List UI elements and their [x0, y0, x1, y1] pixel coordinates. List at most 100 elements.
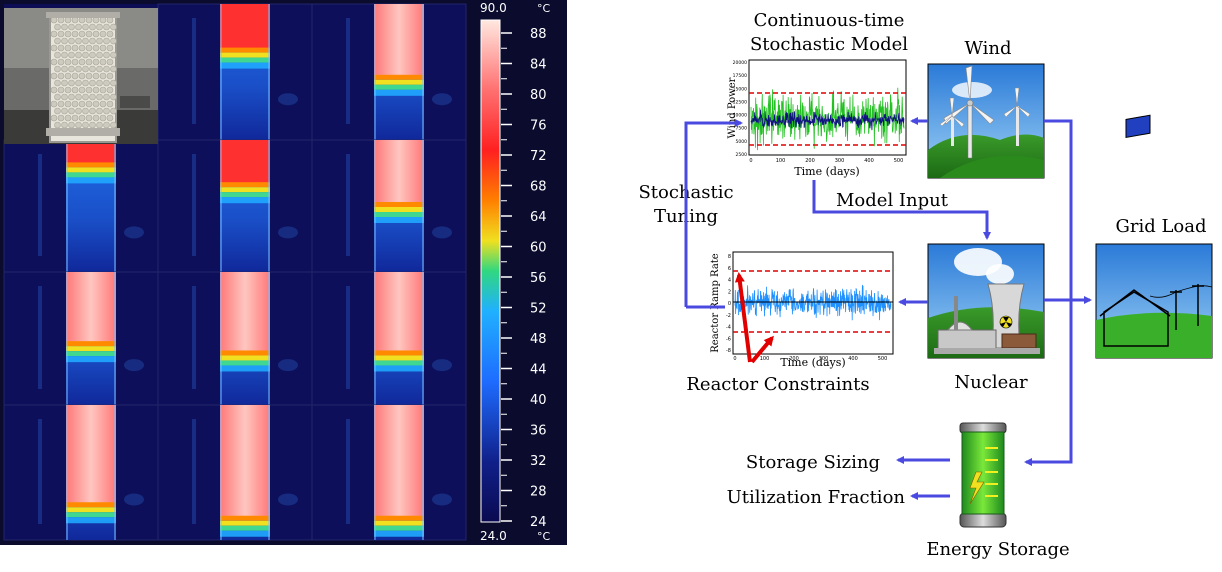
- scale-tick-label: 40: [530, 393, 547, 408]
- scale-min-label: 24.0: [480, 529, 507, 543]
- constraint-arrow-lower: [750, 335, 774, 364]
- ramp-ytick-label: 2: [728, 289, 731, 295]
- wind-ylabel: Wind Power: [727, 77, 738, 138]
- model-title-line1: Continuous-time: [754, 10, 905, 31]
- thermal-cell: [311, 271, 467, 406]
- wind-ytick-label: 5000: [736, 139, 748, 145]
- storage-sizing-label: Storage Sizing: [746, 452, 880, 473]
- scale-tick-label: 44: [530, 363, 547, 378]
- wind-ytick-label: 17500: [733, 73, 747, 79]
- wind-label: Wind: [964, 38, 1011, 59]
- ramp-ytick-label: -6: [726, 336, 731, 342]
- thermal-cell: [157, 3, 313, 141]
- wind-ytick-label: 12500: [733, 99, 747, 105]
- wind-xtick-label: 0: [749, 158, 752, 164]
- scale-tick-label: 84: [530, 58, 547, 73]
- ramp-xtick-label: 0: [733, 356, 736, 362]
- wind-xtick-label: 300: [835, 158, 845, 164]
- energy-storage-label: Energy Storage: [926, 539, 1069, 560]
- constraint-arrows: [734, 272, 774, 364]
- scale-tick-label: 56: [530, 271, 547, 286]
- thermal-cell: [3, 271, 159, 406]
- scale-tick-label: 36: [530, 424, 547, 439]
- wind-xtick-label: 500: [894, 158, 904, 164]
- reactor-photo: [4, 8, 158, 144]
- thermal-cell: [311, 139, 467, 273]
- flow-arrows: [684, 117, 1092, 500]
- ramp-xtick-label: 400: [848, 356, 858, 362]
- ramp-xtick-label: 300: [819, 356, 829, 362]
- ramp-ytick-label: -8: [726, 348, 731, 354]
- ramp-ytick-label: 0: [728, 301, 731, 307]
- wind-series-green: [750, 87, 905, 151]
- wind-ytick-label: 15000: [733, 86, 747, 92]
- ramp-xlabel: Time (days): [780, 356, 845, 369]
- ramp-ytick-label: 6: [728, 266, 731, 272]
- scale-tick-label: 32: [530, 454, 547, 469]
- ramp-ylabel: Reactor Ramp Rate: [710, 253, 721, 353]
- wind-ytick-label: 2500: [736, 152, 748, 158]
- ramp-xtick-label: 100: [760, 356, 770, 362]
- scale-tick-label: 28: [530, 485, 547, 500]
- ramp-ytick-label: 4: [728, 278, 731, 284]
- nuclear-label: Nuclear: [954, 372, 1028, 393]
- turbine-small-right: [1003, 87, 1031, 146]
- thermal-cell: [311, 404, 467, 541]
- wind-ytick-label: 20000: [733, 60, 747, 66]
- scale-tick-label: 52: [530, 302, 547, 317]
- reactor-constraints-label: Reactor Constraints: [686, 374, 869, 395]
- model-title-line2: Stochastic Model: [750, 34, 908, 55]
- lightning-bolt-icon: [969, 471, 985, 505]
- model-input-label: Model Input: [836, 190, 949, 211]
- scale-tick-label: 80: [530, 88, 547, 103]
- ramp-ytick-label: -4: [726, 325, 731, 331]
- wind-xtick-label: 100: [776, 158, 786, 164]
- scale-ticks: 88 84 80 76 72 68 64 60 56 52 48 44 40 36 32 28 24: [501, 27, 547, 530]
- turbine-small-left: [939, 97, 965, 146]
- turbine-large: [943, 65, 995, 159]
- scale-tick-label: 76: [530, 119, 547, 134]
- ramp-series: [734, 284, 892, 321]
- ramp-ytick-label: 8: [728, 254, 731, 260]
- scale-max-label: 90.0: [480, 1, 507, 15]
- grid-load-image: [1095, 114, 1213, 359]
- arrow-stochastic-tuning: [684, 119, 743, 307]
- constraint-arrow-upper: [734, 272, 752, 363]
- grid-load-label: Grid Load: [1115, 216, 1206, 237]
- ramp-xtick-label: 200: [789, 356, 799, 362]
- scale-min-unit: °C: [537, 530, 551, 543]
- nuclear-plant-image: [927, 243, 1045, 359]
- solar-panel-icon: [1125, 114, 1151, 139]
- thermal-cell: [3, 139, 159, 273]
- scale-tick-label: 60: [530, 241, 547, 256]
- scale-tick-label: 88: [530, 27, 547, 42]
- utilization-fraction-label: Utilization Fraction: [727, 487, 906, 508]
- wind-xtick-label: 400: [864, 158, 874, 164]
- thermal-cell: [157, 139, 313, 273]
- arrow-wind-to-storage: [1024, 119, 1073, 466]
- scale-tick-label: 64: [530, 210, 547, 225]
- scale-max-unit: °C: [537, 2, 551, 15]
- wind-turbine-image: [927, 63, 1045, 179]
- thermal-cell: [311, 3, 467, 141]
- scale-tick-label: 68: [530, 180, 547, 195]
- wind-ytick-label: 7500: [736, 126, 748, 132]
- battery-icon: [959, 422, 1007, 528]
- thermal-cell: [157, 271, 313, 406]
- scale-tick-label: 24: [530, 515, 547, 530]
- scale-tick-label: 72: [530, 149, 547, 164]
- arrow-model-input: [812, 180, 991, 240]
- system-diagram: Continuous-time Stochastic Model Wind Gr…: [638, 10, 1213, 560]
- ramp-xtick-label: 500: [878, 356, 888, 362]
- ramp-ytick-label: -2: [726, 313, 731, 319]
- thermal-cell: [157, 404, 313, 541]
- thermal-cell: [3, 404, 159, 541]
- wind-series-navy: [750, 109, 905, 130]
